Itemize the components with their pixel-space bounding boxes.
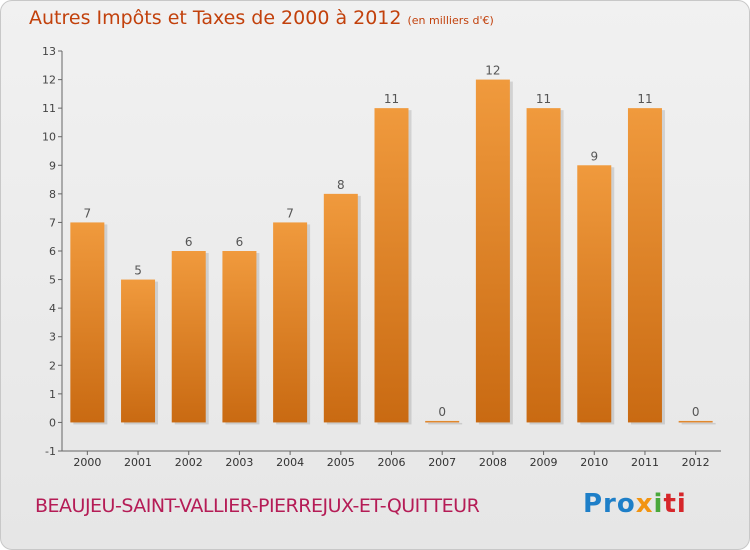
x-tick-label: 2003: [225, 456, 253, 469]
logo-part-3: i: [653, 489, 664, 519]
chart-unit: (en milliers d'€): [407, 14, 494, 27]
data-label: 11: [637, 92, 652, 106]
data-label: 5: [134, 264, 142, 278]
y-tick-label: 0: [49, 416, 56, 429]
logo-part-4: ti: [663, 489, 687, 519]
data-label: 6: [185, 235, 193, 249]
y-tick-label: 11: [42, 102, 56, 115]
commune-name: BEAUJEU-SAINT-VALLIER-PIERREJUX-ET-QUITT…: [35, 495, 480, 517]
bar-shadow: [681, 422, 716, 425]
bar: [627, 108, 662, 423]
x-tick-label: 2012: [682, 456, 710, 469]
data-label: 6: [236, 235, 244, 249]
data-label: 0: [692, 405, 700, 419]
data-label: 7: [286, 206, 294, 220]
data-label: 12: [485, 64, 500, 78]
bar: [121, 279, 156, 423]
bar: [70, 222, 105, 423]
data-label: 8: [337, 178, 345, 192]
x-tick-label: 2007: [428, 456, 456, 469]
y-tick-label: 2: [49, 359, 56, 372]
data-label: 7: [84, 206, 92, 220]
x-tick-label: 2000: [73, 456, 101, 469]
bar: [374, 108, 409, 423]
bar-shadow: [428, 422, 463, 425]
bar: [171, 251, 206, 423]
bar: [425, 420, 460, 423]
x-tick-label: 2006: [378, 456, 406, 469]
y-tick-label: 4: [49, 302, 56, 315]
x-tick-label: 2009: [530, 456, 558, 469]
bar: [526, 108, 561, 423]
logo-part-2: x: [635, 489, 654, 519]
bar: [678, 420, 713, 423]
y-tick-label: 1: [49, 388, 56, 401]
x-tick-label: 2008: [479, 456, 507, 469]
data-label: 11: [536, 92, 551, 106]
x-tick-label: 2011: [631, 456, 659, 469]
y-tick-label: 7: [49, 216, 56, 229]
bar: [222, 251, 257, 423]
x-tick-label: 2001: [124, 456, 152, 469]
y-tick-label: -1: [45, 445, 56, 458]
y-tick-label: 13: [42, 45, 56, 58]
chart-title-text: Autres Impôts et Taxes de 2000 à 2012: [29, 7, 402, 29]
proxiti-logo: Proxiti: [583, 489, 687, 519]
x-tick-label: 2004: [276, 456, 304, 469]
x-tick-label: 2005: [327, 456, 355, 469]
bar: [323, 193, 358, 423]
bar: [475, 79, 510, 423]
y-tick-label: 6: [49, 245, 56, 258]
data-label: 11: [384, 92, 399, 106]
y-tick-label: 10: [42, 131, 56, 144]
bar: [577, 165, 612, 423]
y-tick-label: 3: [49, 331, 56, 344]
chart-title: Autres Impôts et Taxes de 2000 à 2012 (en…: [29, 7, 494, 29]
bar: [273, 222, 308, 423]
y-tick-label: 8: [49, 188, 56, 201]
data-label: 0: [438, 405, 446, 419]
y-tick-label: 5: [49, 274, 56, 287]
y-tick-label: 12: [42, 74, 56, 87]
y-tick-label: 9: [49, 159, 56, 172]
data-label: 9: [590, 149, 598, 163]
x-tick-label: 2010: [580, 456, 608, 469]
x-tick-label: 2002: [175, 456, 203, 469]
logo-part-1: Pro: [583, 489, 636, 519]
